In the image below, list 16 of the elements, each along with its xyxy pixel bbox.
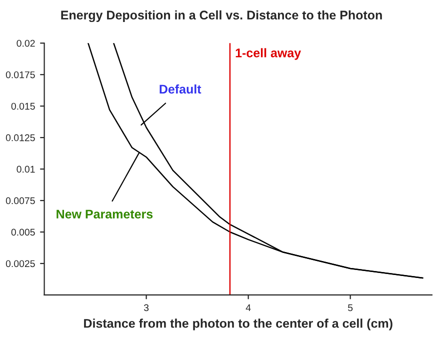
x-tick-label: 3: [144, 304, 149, 312]
annotation: Default: [160, 84, 202, 94]
y-tick-label: 0.0175: [6, 71, 35, 78]
x-tick-label: 5: [348, 304, 353, 312]
y-tick-label: 0.0075: [6, 197, 35, 204]
y-tick-label: 0.01: [16, 166, 35, 173]
chart-title: Energy Deposition in a Cell vs. Distance to the Photon: [61, 10, 382, 22]
ref-line-label: 1-cell away: [236, 48, 301, 60]
y-tick-label: 0.015: [11, 102, 35, 110]
x-axis-title: Distance from the photon to the center of a cell (cm): [84, 318, 392, 330]
y-tick-label: 0.0125: [6, 134, 35, 142]
y-tick-label: 0.0025: [6, 260, 35, 268]
annotation: New Parameters: [56, 210, 153, 219]
y-tick-label: 0.005: [11, 228, 35, 236]
y-tick-label: 0.02: [16, 40, 35, 47]
x-tick-label: 4: [246, 304, 251, 312]
